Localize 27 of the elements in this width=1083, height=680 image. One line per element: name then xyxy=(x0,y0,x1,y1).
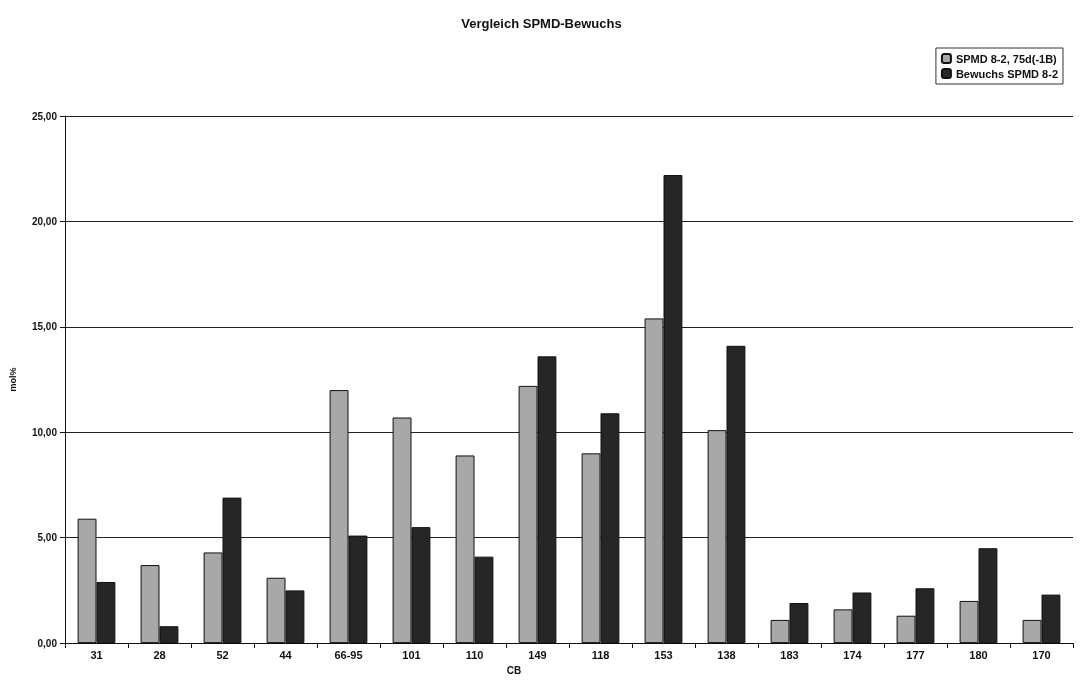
legend-label: Bewuchs SPMD 8-2 xyxy=(955,67,1059,80)
x-tick-label: 31 xyxy=(90,648,103,661)
x-tick-label: 177 xyxy=(906,648,925,661)
y-tick-label: 20,00 xyxy=(31,215,58,227)
y-axis-title: mol% xyxy=(7,367,18,392)
x-tick-label: 52 xyxy=(216,648,229,661)
y-tick-label: 10,00 xyxy=(31,426,58,438)
x-tick-label: 138 xyxy=(717,648,736,661)
x-tick-label: 66-95 xyxy=(334,648,363,661)
x-tick-label: 118 xyxy=(591,648,610,661)
chart-title: Vergleich SPMD-Bewuchs xyxy=(461,16,622,31)
y-tick-label: 15,00 xyxy=(31,321,58,333)
legend-label: SPMD 8-2, 75d(-1B) xyxy=(955,52,1058,65)
x-tick-label: 174 xyxy=(843,648,863,661)
x-tick-label: 101 xyxy=(402,648,421,661)
y-tick-label: 5,00 xyxy=(37,532,58,544)
x-tick-label: 153 xyxy=(654,648,673,661)
y-tick-label: 0,00 xyxy=(37,637,58,649)
x-axis-title: CB xyxy=(506,664,522,676)
x-tick-label: 44 xyxy=(279,648,293,661)
x-tick-label: 183 xyxy=(780,648,799,661)
x-tick-label: 110 xyxy=(465,648,484,661)
x-tick-label: 149 xyxy=(528,648,547,661)
x-tick-label: 180 xyxy=(969,648,988,661)
x-tick-label: 170 xyxy=(1032,648,1051,661)
x-tick-label: 28 xyxy=(153,648,166,661)
y-tick-label: 25,00 xyxy=(31,110,58,122)
